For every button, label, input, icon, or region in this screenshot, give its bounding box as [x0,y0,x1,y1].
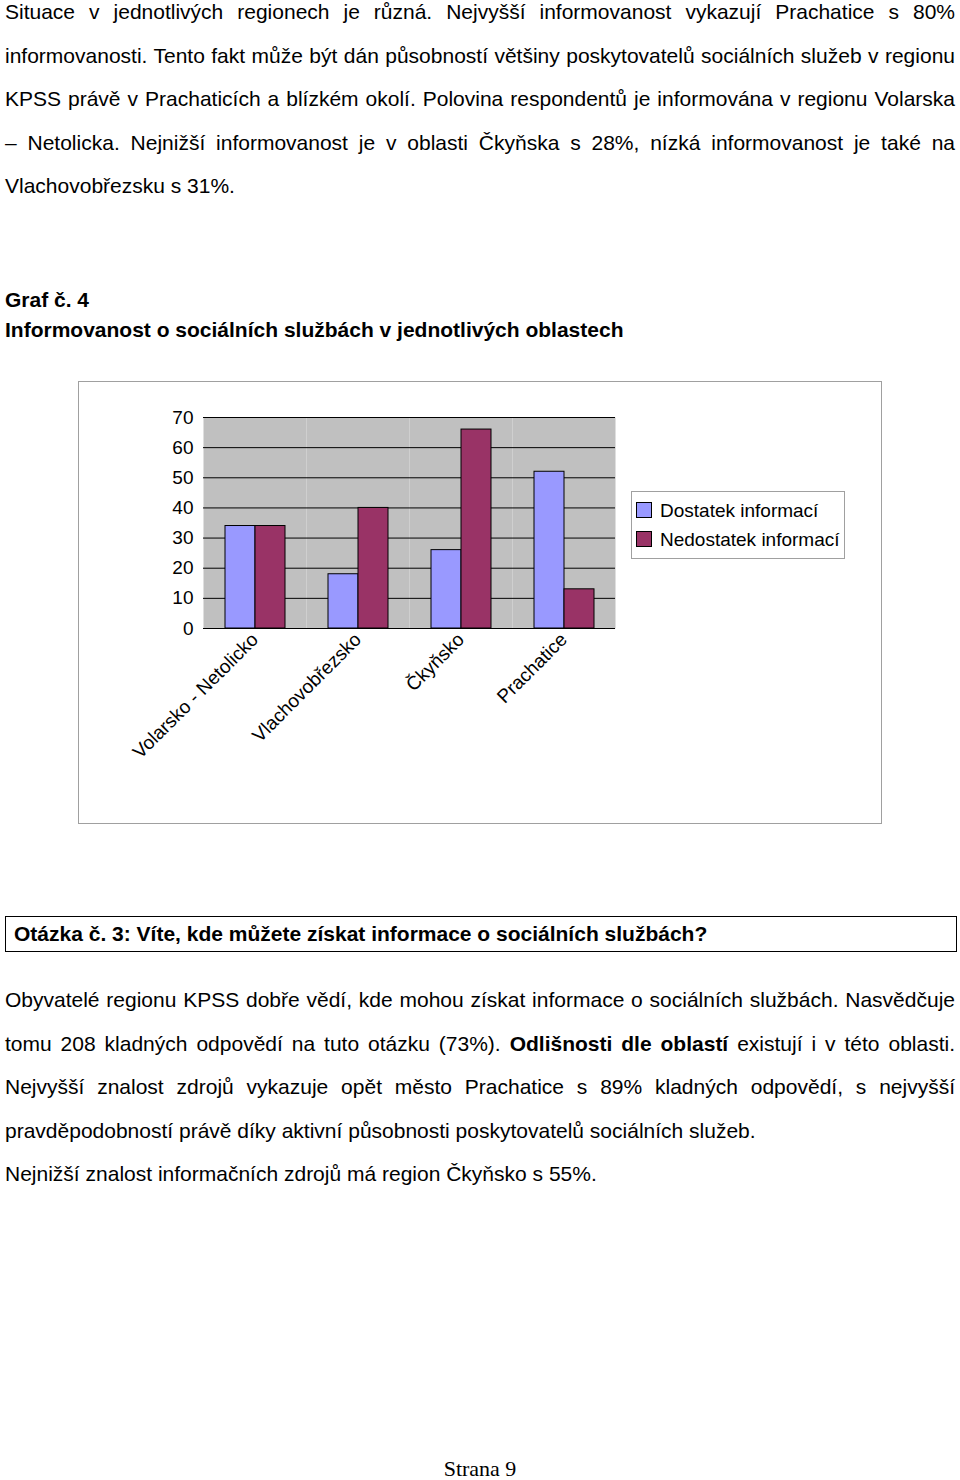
html-text:Situace v jednotlivých regione: Situace v jednotlivých regionech je různ… [5,0,955,198]
svg-text:Čkyňsko: Čkyňsko [402,629,468,695]
html-text:Obyvatelé regionu KPSS dobře v: Obyvatelé regionu KPSS dobře vědí, kde m… [5,988,955,1142]
svg-text:30: 30 [172,527,193,548]
html-text:Otázka č. 3: Víte, kde můžete: Otázka č. 3: Víte, kde můžete získat inf… [14,922,708,945]
html-text:Informovanost o sociálních slu: Informovanost o sociálních službách v je… [5,318,624,341]
svg-text:Volarsko - Netolicko: Volarsko - Netolicko [129,629,263,763]
svg-text:20: 20 [172,557,193,578]
svg-text:50: 50 [172,467,193,488]
html-text:Strana 9: Strana 9 [443,1456,517,1480]
svg-text:0: 0 [183,618,194,639]
html-text:Nedostatek informací: Nedostatek informací [660,529,840,550]
html-text:Graf č. 4: Graf č. 4 [5,288,89,311]
html-text:Dostatek informací: Dostatek informací [660,500,819,521]
svg-text:Prachatice: Prachatice [493,629,571,707]
html-text:Nejnižší znalost informačních: Nejnižší znalost informačních zdrojů má … [5,1162,597,1185]
svg-text:70: 70 [172,407,193,428]
svg-text:60: 60 [172,437,193,458]
svg-text:Vlachovobřezsko: Vlachovobřezsko [248,629,365,746]
svg-text:40: 40 [172,497,193,518]
svg-text:10: 10 [172,587,193,608]
